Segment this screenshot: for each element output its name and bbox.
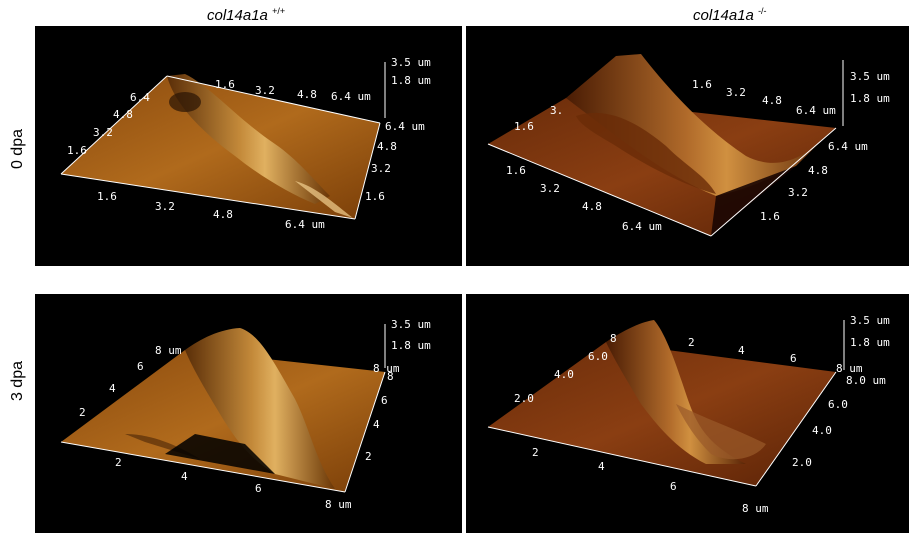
axis-tick: 6.0 bbox=[588, 350, 608, 363]
column-title-genotype: +/+ bbox=[272, 6, 286, 16]
z-tick: 1.8 um bbox=[391, 74, 431, 87]
axis-tick: 1.6 bbox=[365, 190, 385, 203]
axis-tick: 4.8 bbox=[808, 164, 828, 177]
axis-tick: 2 bbox=[532, 446, 539, 459]
axis-tick: 1.6 bbox=[215, 78, 235, 91]
afm-surface-render: 3.5 um 1.8 um 6.4 4.8 3.2 1.6 1.6 3.2 4.… bbox=[60, 56, 431, 231]
surface-ridge bbox=[185, 328, 335, 489]
axis-tick: 8 um bbox=[742, 502, 769, 515]
axis-tick: 8 um bbox=[836, 362, 863, 375]
column-title-wildtype: col14a1a +/+ bbox=[207, 6, 285, 24]
axis-tick: 4.0 bbox=[554, 368, 574, 381]
axis-tick: 4 bbox=[373, 418, 380, 431]
axis-tick: 2 bbox=[115, 456, 122, 469]
row-label-3dpa: 3 dpa bbox=[9, 360, 26, 402]
axis-tick: 3.2 bbox=[155, 200, 175, 213]
axis-tick: 1.6 bbox=[67, 144, 87, 157]
surface-ridge bbox=[566, 54, 834, 196]
axis-tick: 4.0 bbox=[812, 424, 832, 437]
z-tick: 3.5 um bbox=[391, 56, 431, 69]
axis-tick: 4 bbox=[738, 344, 745, 357]
axis-tick: 2 bbox=[79, 406, 86, 419]
axis-tick: 4.8 bbox=[297, 88, 317, 101]
axis-tick: 8 um bbox=[373, 362, 400, 375]
axis-tick: 8.0 um bbox=[846, 374, 886, 387]
axis-tick: 2 bbox=[365, 450, 372, 463]
afm-surface-render: 3.5 um 1.8 um 8 6.0 4.0 2.0 2 4 6 8 um 8… bbox=[487, 314, 890, 515]
axis-tick: 2.0 bbox=[514, 392, 534, 405]
column-title-genotype: -/- bbox=[758, 6, 767, 16]
axis-tick: 8 um bbox=[325, 498, 352, 511]
afm-panel-mutant-3dpa: 3.5 um 1.8 um 8 6.0 4.0 2.0 2 4 6 8 um 8… bbox=[466, 294, 909, 533]
axis-tick: 4.8 bbox=[113, 108, 133, 121]
axis-tick: 6.4 um bbox=[622, 220, 662, 233]
axis-tick: 6 bbox=[381, 394, 388, 407]
axis-tick: 4.8 bbox=[762, 94, 782, 107]
axis-tick: 3.2 bbox=[255, 84, 275, 97]
z-tick: 3.5 um bbox=[850, 314, 890, 327]
axis-tick: 1.6 bbox=[506, 164, 526, 177]
column-title-gene: col14a1a bbox=[207, 7, 268, 24]
axis-tick: 1.6 bbox=[692, 78, 712, 91]
afm-panel-wildtype-0dpa: 3.5 um 1.8 um 6.4 4.8 3.2 1.6 1.6 3.2 4.… bbox=[35, 26, 462, 266]
axis-tick: 6.4 um bbox=[331, 90, 371, 103]
axis-tick: 4 bbox=[181, 470, 188, 483]
column-title-mutant: col14a1a -/- bbox=[693, 6, 767, 24]
axis-tick: 3. bbox=[550, 104, 563, 117]
axis-tick: 3.2 bbox=[371, 162, 391, 175]
axis-tick: 6.4 bbox=[130, 91, 150, 104]
z-tick: 1.8 um bbox=[391, 339, 431, 352]
axis-tick: 3.2 bbox=[726, 86, 746, 99]
axis-tick: 6.0 bbox=[828, 398, 848, 411]
axis-tick: 8 bbox=[610, 332, 617, 345]
z-tick: 3.5 um bbox=[391, 318, 431, 331]
axis-tick: 4.8 bbox=[582, 200, 602, 213]
axis-tick: 2.0 bbox=[792, 456, 812, 469]
afm-panel-wildtype-3dpa: 3.5 um 1.8 um 8 um 6 4 2 8 um 8 6 4 2 2 … bbox=[35, 294, 462, 533]
axis-tick: 1.6 bbox=[760, 210, 780, 223]
axis-tick: 6 bbox=[137, 360, 144, 373]
axis-tick: 8 bbox=[387, 370, 394, 383]
surface-ridge bbox=[167, 74, 330, 204]
z-tick: 3.5 um bbox=[850, 70, 890, 83]
axis-tick: 6 bbox=[790, 352, 797, 365]
afm-panel-mutant-0dpa: 3.5 um 1.8 um 3. 1.6 1.6 3.2 4.8 6.4 um … bbox=[466, 26, 909, 266]
axis-tick: 6.4 um bbox=[385, 120, 425, 133]
axis-tick: 4.8 bbox=[377, 140, 397, 153]
axis-tick: 2 bbox=[688, 336, 695, 349]
row-label-0dpa: 0 dpa bbox=[9, 128, 26, 170]
axis-tick: 4.8 bbox=[213, 208, 233, 221]
column-title-gene: col14a1a bbox=[693, 7, 754, 24]
axis-tick: 6.4 um bbox=[828, 140, 868, 153]
surface-ridge bbox=[606, 320, 746, 464]
axis-tick: 4 bbox=[598, 460, 605, 473]
axis-tick: 3.2 bbox=[540, 182, 560, 195]
afm-surface-render: 3.5 um 1.8 um 8 um 6 4 2 8 um 8 6 4 2 2 … bbox=[60, 318, 431, 511]
axis-tick: 6.4 um bbox=[796, 104, 836, 117]
axis-tick: 6 bbox=[255, 482, 262, 495]
axis-tick: 1.6 bbox=[97, 190, 117, 203]
axis-tick: 6.4 um bbox=[285, 218, 325, 231]
axis-tick: 8 um bbox=[155, 344, 182, 357]
axis-tick: 1.6 bbox=[514, 120, 534, 133]
z-tick: 1.8 um bbox=[850, 336, 890, 349]
z-tick: 1.8 um bbox=[850, 92, 890, 105]
axis-tick: 4 bbox=[109, 382, 116, 395]
axis-tick: 3.2 bbox=[93, 126, 113, 139]
afm-surface-render: 3.5 um 1.8 um 3. 1.6 1.6 3.2 4.8 6.4 um … bbox=[487, 54, 890, 237]
axis-tick: 3.2 bbox=[788, 186, 808, 199]
axis-tick: 6 bbox=[670, 480, 677, 493]
